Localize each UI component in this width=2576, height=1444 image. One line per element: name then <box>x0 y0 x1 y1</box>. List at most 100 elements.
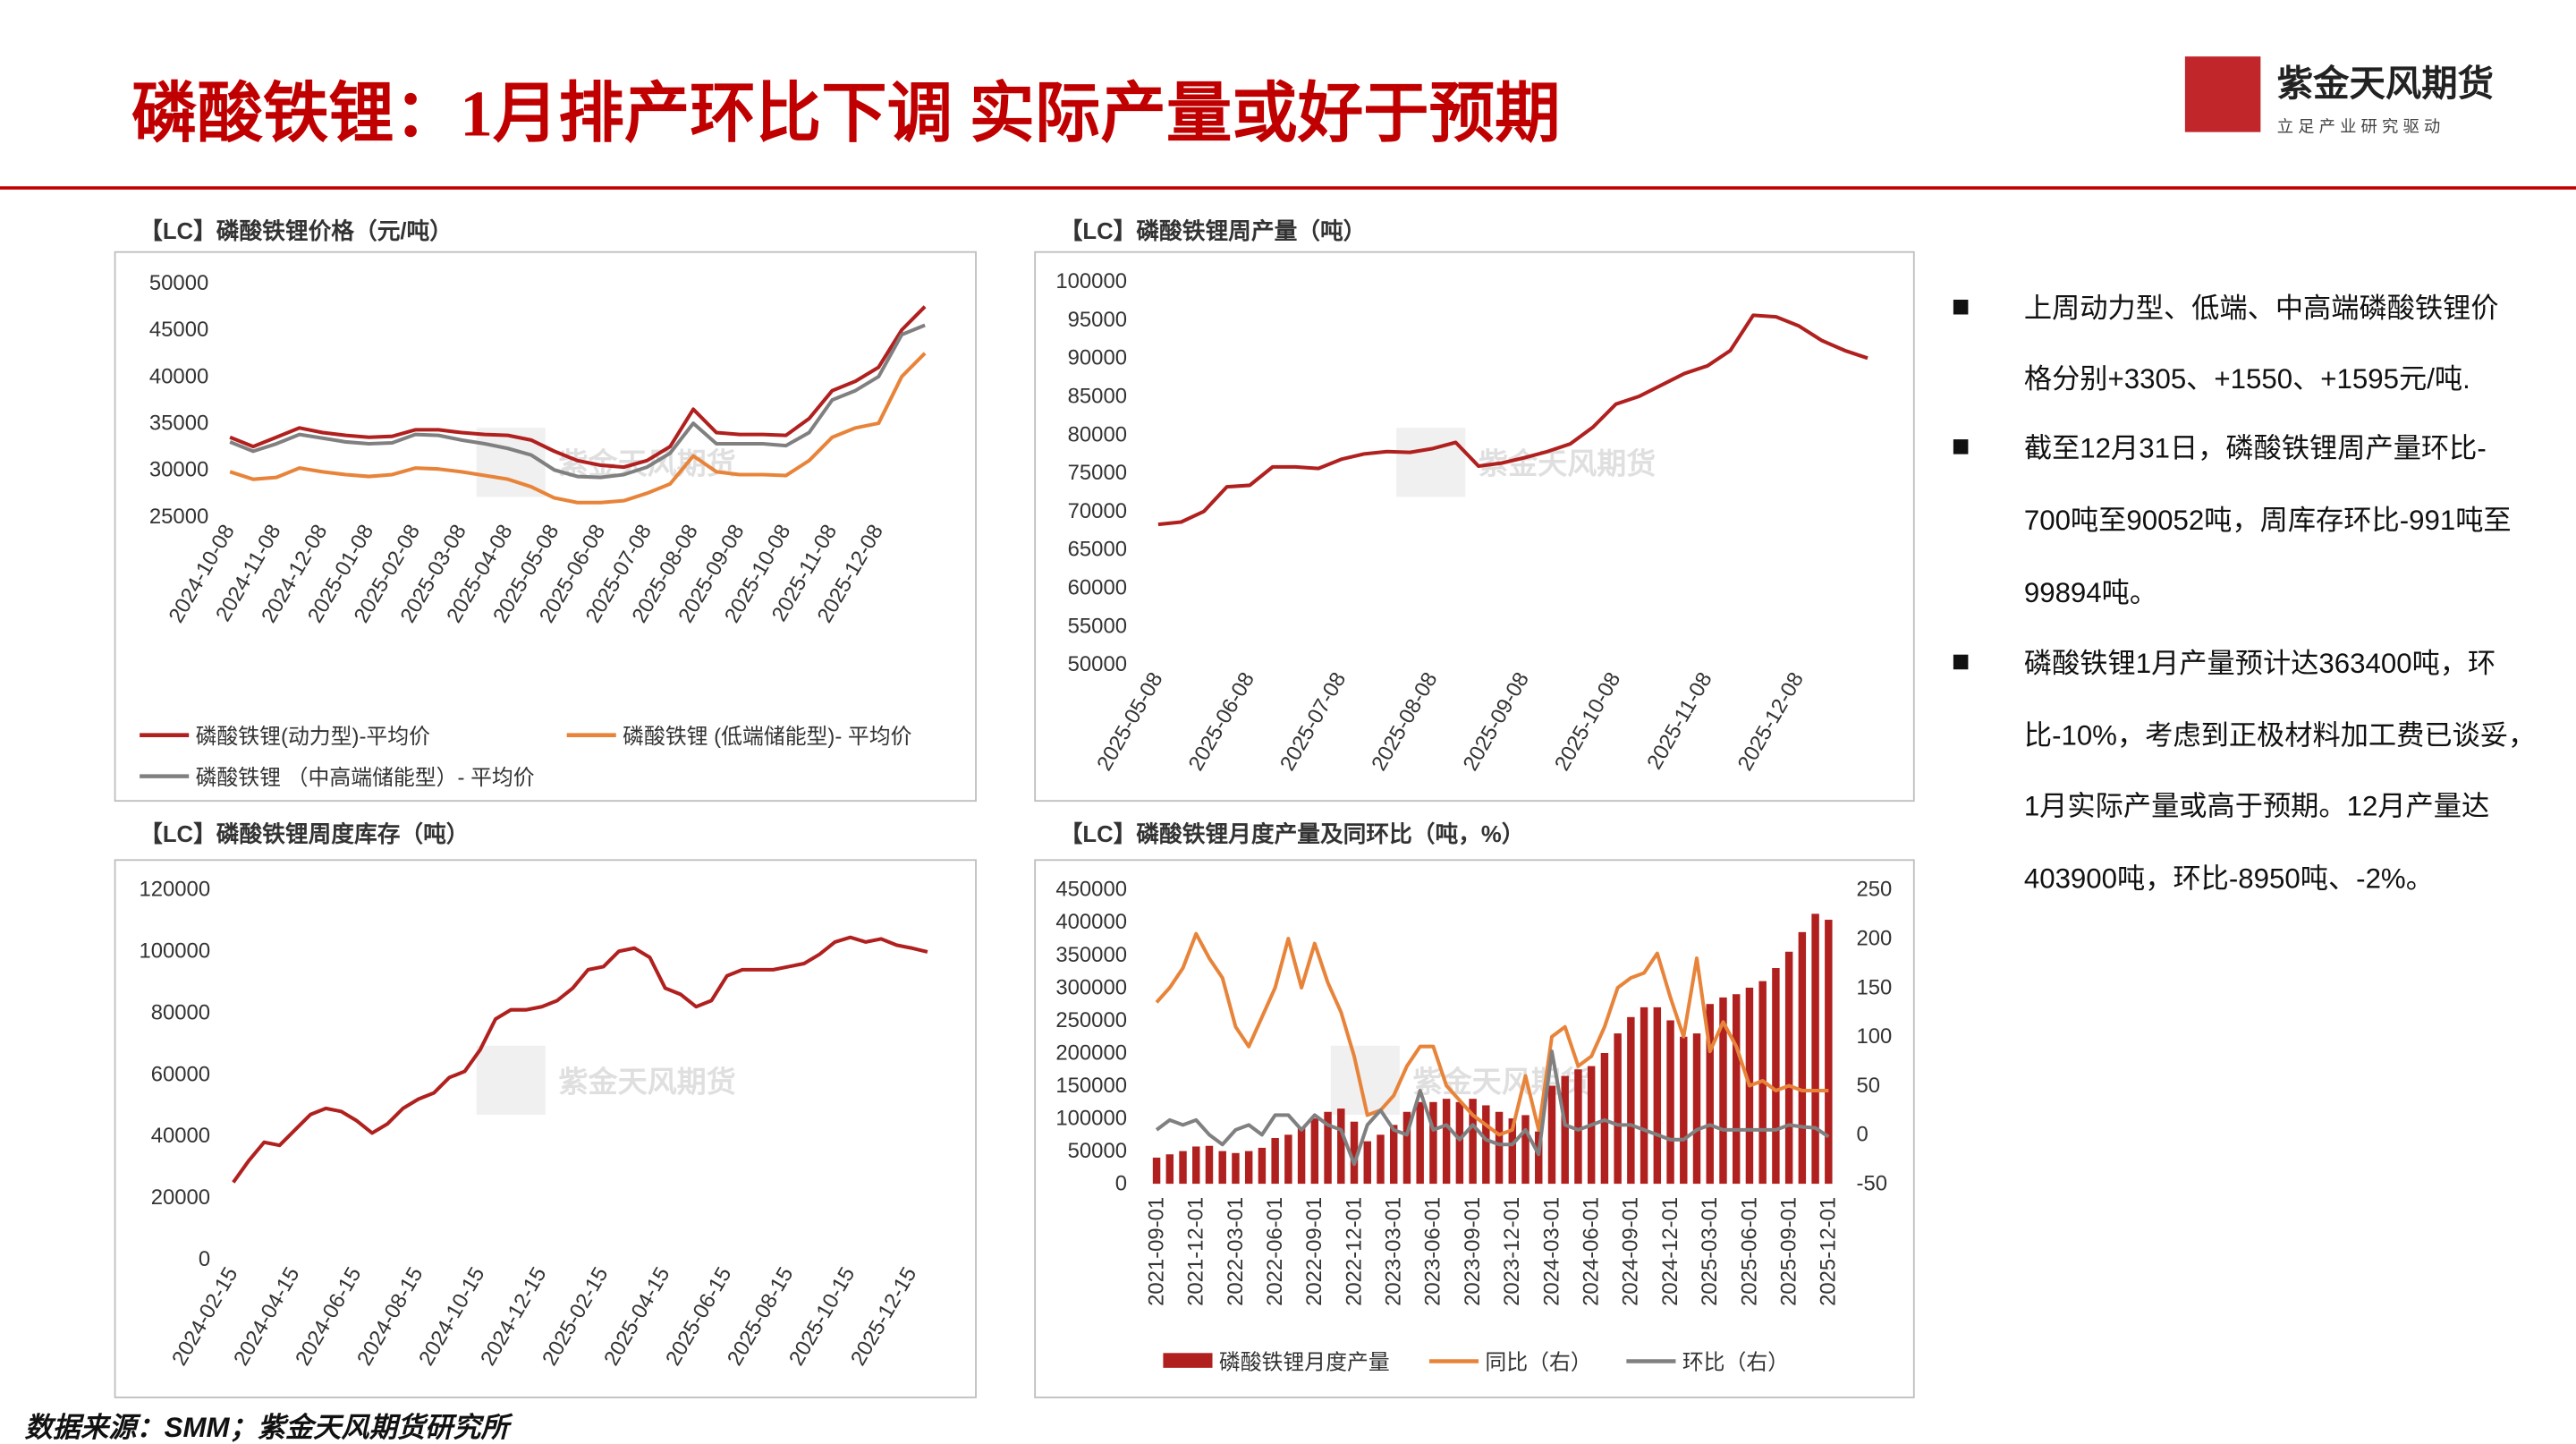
y-tick-label: 55000 <box>1068 614 1127 638</box>
series-line <box>229 352 927 505</box>
bar <box>1442 1099 1451 1185</box>
y-tick-label: 0 <box>1115 1171 1127 1195</box>
series-line <box>232 935 928 1184</box>
y2-tick-label: 100 <box>1857 1024 1893 1049</box>
y-tick-label: 80000 <box>151 1000 210 1024</box>
x-tick-label: 2023-09-01 <box>1461 1197 1485 1306</box>
y-tick-label: 65000 <box>1068 538 1127 562</box>
y-tick-label: 120000 <box>139 878 210 902</box>
series-line <box>1155 931 1829 1137</box>
y-tick-label: 200000 <box>1055 1041 1127 1065</box>
y2-tick-label: 250 <box>1857 878 1893 902</box>
bar <box>1508 1118 1517 1185</box>
y-tick-label: 20000 <box>151 1185 210 1210</box>
bullet-square <box>1953 439 1969 454</box>
chart-title: 【LC】磷酸铁锂周产量（吨） <box>1060 217 1367 244</box>
bullet-text: 格分别+3305、+1550、+1595元/吨. <box>2024 363 2470 395</box>
x-tick-label: 2022-12-01 <box>1342 1197 1366 1306</box>
chart-title: 【LC】磷酸铁锂价格（元/吨） <box>140 217 453 244</box>
bar <box>1310 1118 1319 1185</box>
watermark-mark <box>476 1045 546 1115</box>
x-tick-label: 2024-09-01 <box>1619 1197 1643 1306</box>
bar <box>1732 994 1741 1185</box>
series-line <box>1157 313 1868 527</box>
bullet-text: 比-10%，考虑到正极材料加工费已谈妥， <box>2024 720 2536 752</box>
x-tick-label: 2025-03-01 <box>1698 1197 1722 1306</box>
bar <box>1811 913 1819 1185</box>
bar <box>1324 1111 1332 1185</box>
x-tick-label: 2024-03-01 <box>1539 1197 1563 1306</box>
bar <box>1784 951 1793 1185</box>
legend-swatch <box>1163 1353 1213 1368</box>
bar <box>1653 1007 1662 1185</box>
bar <box>1152 1157 1161 1185</box>
bar <box>1521 1115 1530 1185</box>
bar <box>1165 1154 1174 1185</box>
logo-mark <box>2184 56 2261 132</box>
legend-label: 磷酸铁锂(动力型)-平均价 <box>196 725 431 749</box>
bar <box>1244 1151 1253 1185</box>
x-tick-label: 2021-09-01 <box>1144 1197 1168 1306</box>
bar <box>1363 1141 1371 1185</box>
y-tick-label: 400000 <box>1055 910 1127 934</box>
y-tick-label: 75000 <box>1068 461 1127 485</box>
y-tick-label: 35000 <box>149 411 208 435</box>
chart-frame <box>114 251 977 803</box>
bar <box>1482 1105 1490 1185</box>
y-tick-label: 40000 <box>149 364 208 388</box>
y-tick-label: 70000 <box>1068 499 1127 523</box>
chart-title: 【LC】磷酸铁锂周度库存（吨） <box>140 820 469 847</box>
y-tick-label: 60000 <box>151 1062 210 1086</box>
y2-tick-label: 150 <box>1857 975 1893 999</box>
bar <box>1218 1151 1226 1185</box>
y-tick-label: 250000 <box>1055 1008 1127 1032</box>
y-tick-label: 100000 <box>139 939 210 964</box>
legend-label: 磷酸铁锂 （中高端储能型）- 平均价 <box>196 766 535 790</box>
bar <box>1337 1108 1345 1185</box>
y2-tick-label: -50 <box>1857 1171 1887 1195</box>
y-tick-label: 90000 <box>1068 346 1127 370</box>
y-tick-label: 0 <box>199 1247 210 1271</box>
bar <box>1429 1101 1437 1185</box>
bar <box>1284 1134 1292 1185</box>
y-tick-label: 85000 <box>1068 384 1127 408</box>
bullet-text: 99894吨。 <box>2024 577 2157 608</box>
logo-slogan: 立 足 产 业 研 究 驱 动 <box>2277 117 2441 136</box>
bar <box>1402 1111 1411 1185</box>
y-tick-label: 450000 <box>1055 878 1127 902</box>
bar <box>1614 1033 1622 1185</box>
bar <box>1192 1146 1200 1185</box>
x-tick-label: 2025-06-01 <box>1737 1197 1761 1306</box>
y-tick-label: 150000 <box>1055 1074 1127 1098</box>
chart-title: 【LC】磷酸铁锂月度产量及同环比（吨，%） <box>1060 820 1525 847</box>
legend-label: 磷酸铁锂 (低端储能型)- 平均价 <box>623 725 912 749</box>
x-tick-label: 2023-12-01 <box>1500 1197 1524 1306</box>
bullet-text: 截至12月31日，磷酸铁锂周产量环比- <box>2024 432 2487 463</box>
y-tick-label: 60000 <box>1068 575 1127 599</box>
bullet-text: 1月实际产量或高于预期。12月产量达 <box>2024 791 2489 822</box>
x-tick-label: 2023-06-01 <box>1421 1197 1445 1306</box>
bar <box>1389 1125 1398 1185</box>
bar <box>1495 1111 1504 1185</box>
bar <box>1680 1036 1688 1185</box>
y-tick-label: 100000 <box>1055 269 1127 293</box>
x-tick-label: 2022-09-01 <box>1302 1197 1326 1306</box>
y2-tick-label: 50 <box>1857 1074 1881 1098</box>
x-tick-label: 2024-06-01 <box>1580 1197 1604 1306</box>
bar <box>1232 1152 1240 1185</box>
y-tick-label: 50000 <box>149 271 208 295</box>
bar <box>1179 1151 1187 1185</box>
watermark: 紫金天风期货 <box>1479 447 1656 481</box>
series-line <box>229 305 927 470</box>
source: 数据来源：SMM；紫金天风期货研究所 <box>25 1412 514 1443</box>
bar <box>1377 1134 1385 1185</box>
legend-label: 环比（右） <box>1682 1351 1789 1375</box>
bar <box>1258 1147 1267 1185</box>
bar <box>1535 1131 1543 1185</box>
y-tick-label: 300000 <box>1055 975 1127 999</box>
x-tick-label: 2022-06-01 <box>1263 1197 1287 1306</box>
chart-frame <box>114 859 977 1398</box>
y-tick-label: 40000 <box>151 1124 210 1148</box>
